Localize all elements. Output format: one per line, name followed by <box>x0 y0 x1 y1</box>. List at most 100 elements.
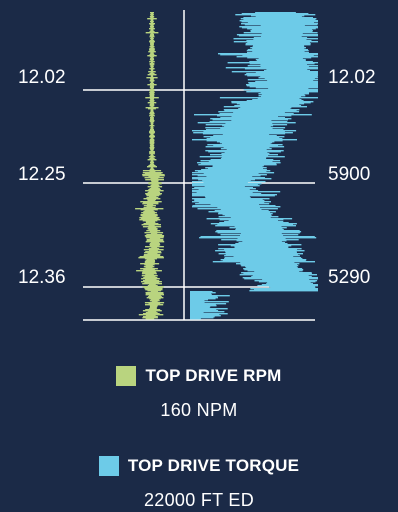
rpm-mark <box>149 36 155 38</box>
rpm-mark <box>150 29 154 31</box>
torque-mark <box>261 33 303 35</box>
torque-mark <box>212 261 315 263</box>
rpm-mark <box>150 38 154 40</box>
rpm-mark <box>147 186 163 188</box>
torque-mark <box>192 178 272 180</box>
torque-mark <box>190 311 225 313</box>
rpm-mark <box>149 73 155 75</box>
torque-mark <box>243 89 318 91</box>
torque-mark <box>219 142 273 144</box>
torque-mark <box>217 115 292 117</box>
rpm-mark <box>146 259 155 261</box>
torque-mark <box>192 195 275 197</box>
torque-mark <box>200 163 277 165</box>
torque-mark <box>233 41 318 43</box>
rpm-mark <box>149 64 155 66</box>
rpm-mark <box>149 250 158 252</box>
rpm-mark <box>149 16 155 18</box>
rpm-mark <box>150 43 154 45</box>
rpm-mark <box>150 14 154 16</box>
rpm-mark <box>150 144 154 146</box>
torque-mark <box>266 69 308 71</box>
rpm-mark <box>149 87 154 89</box>
rpm-mark <box>149 28 155 30</box>
torque-mark <box>260 76 318 78</box>
rpm-mark <box>148 71 156 73</box>
torque-mark <box>215 225 296 227</box>
torque-mark <box>240 235 284 237</box>
rpm-mark <box>149 63 155 65</box>
torque-mark <box>250 90 318 92</box>
torque-mark <box>252 48 305 50</box>
rpm-mark <box>149 171 156 173</box>
torque-mark <box>231 102 311 104</box>
rpm-mark <box>143 213 155 215</box>
rpm-mark <box>149 243 160 245</box>
right-tick-label-1: 5900 <box>328 164 371 185</box>
rpm-mark <box>142 175 165 177</box>
rpm-mark <box>149 96 155 98</box>
torque-mark <box>224 255 300 257</box>
torque-mark <box>239 274 317 276</box>
torque-mark <box>206 218 293 220</box>
torque-mark <box>250 31 313 33</box>
torque-mark <box>238 35 318 37</box>
torque-mark <box>190 303 227 305</box>
rpm-mark <box>148 165 156 167</box>
torque-mark <box>243 17 313 19</box>
torque-mark <box>260 92 309 94</box>
torque-mark <box>227 62 318 64</box>
rpm-mark <box>150 146 154 148</box>
rpm-mark <box>148 156 156 158</box>
torque-mark <box>190 308 228 310</box>
torque-mark <box>205 167 267 169</box>
rpm-mark <box>148 248 160 250</box>
torque-mark <box>241 21 318 23</box>
rpm-mark <box>150 34 154 36</box>
torque-mark <box>247 49 308 51</box>
torque-mark <box>235 243 288 245</box>
rpm-mark <box>147 166 157 168</box>
torque-mark <box>247 28 316 30</box>
rpm-mark <box>144 210 154 212</box>
torque-mark <box>196 192 253 194</box>
torque-mark <box>202 133 286 135</box>
torque-mark <box>239 20 318 22</box>
torque-mark <box>190 299 208 301</box>
torque-mark <box>190 307 210 309</box>
torque-mark <box>258 281 316 283</box>
rpm-mark <box>150 162 155 164</box>
rpm-mark <box>141 275 158 277</box>
rpm-mark <box>145 265 153 267</box>
rpm-swatch-icon <box>116 366 137 386</box>
rpm-mark <box>149 92 155 94</box>
torque-mark <box>205 124 288 126</box>
rpm-mark <box>143 223 159 225</box>
rpm-mark <box>150 149 154 151</box>
rpm-mark <box>145 318 155 320</box>
torque-mark <box>209 121 288 123</box>
torque-mark <box>234 246 289 248</box>
torque-mark <box>215 231 302 233</box>
rpm-mark <box>150 129 154 131</box>
torque-mark <box>192 174 267 176</box>
torque-mark <box>249 83 318 85</box>
torque-mark <box>246 50 309 52</box>
rpm-mark <box>144 288 163 290</box>
torque-mark <box>266 283 313 285</box>
rpm-mark <box>142 220 158 222</box>
rpm-mark <box>150 117 154 119</box>
rpm-mark <box>149 100 155 102</box>
rpm-mark <box>135 208 164 210</box>
torque-mark <box>201 169 267 171</box>
rpm-mark <box>149 105 155 107</box>
torque-mark <box>190 318 201 320</box>
torque-mark <box>210 223 297 225</box>
torque-mark <box>192 130 297 132</box>
rpm-mark <box>150 13 154 15</box>
rpm-mark <box>149 305 158 307</box>
torque-mark <box>224 258 303 260</box>
torque-mark <box>249 86 318 88</box>
torque-mark <box>231 71 318 73</box>
